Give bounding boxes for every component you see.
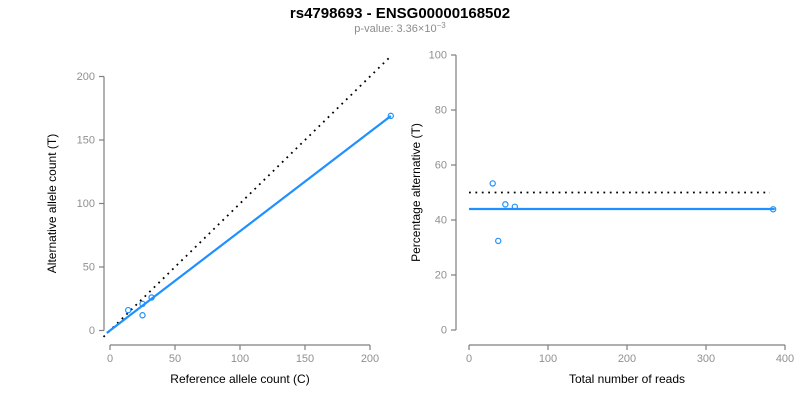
x-tick-label: 150 bbox=[296, 353, 314, 365]
data-point bbox=[387, 112, 394, 120]
data-point bbox=[769, 206, 777, 213]
y-tick-label: 60 bbox=[435, 160, 447, 172]
y-tick-label: 150 bbox=[77, 135, 95, 147]
x-tick-label: 0 bbox=[466, 353, 472, 365]
y-axis-title-left: Alternative allele count (T) bbox=[45, 134, 59, 273]
y-tick-label: 50 bbox=[83, 262, 95, 274]
y-tick-label: 20 bbox=[435, 270, 447, 282]
x-tick-label: 50 bbox=[169, 353, 181, 365]
x-tick-label: 0 bbox=[107, 353, 113, 365]
y-tick-label: 0 bbox=[89, 325, 95, 337]
y-tick-label: 0 bbox=[441, 325, 447, 337]
data-point bbox=[502, 201, 509, 208]
x-tick-label: 300 bbox=[697, 353, 715, 365]
y-tick-label: 40 bbox=[435, 215, 447, 227]
data-point bbox=[124, 306, 132, 314]
left-panel-marks: 0 50 100 150 200 0 50 100 150 200 bbox=[77, 56, 394, 365]
x-axis-title-right: Total number of reads bbox=[569, 372, 685, 386]
data-point bbox=[511, 203, 519, 210]
plot-title: rs4798693 - ENSG00000168502 bbox=[290, 5, 510, 22]
y-tick-label: 80 bbox=[435, 105, 447, 117]
data-point bbox=[139, 312, 146, 319]
y-axis-title-right: Percentage alternative (T) bbox=[409, 123, 423, 262]
x-tick-label: 100 bbox=[231, 353, 249, 365]
x-tick-label: 200 bbox=[361, 353, 379, 365]
plot-subtitle-exponent: −3 bbox=[437, 21, 447, 30]
fit-line bbox=[106, 115, 392, 334]
data-point bbox=[139, 300, 146, 308]
right-scatter-panel: 0 20 40 60 80 100 0 100 200 300 400 Total number o… bbox=[409, 50, 794, 387]
x-tick-label: 100 bbox=[539, 353, 557, 365]
plot-subtitle: p-value: 3.36×10−3 bbox=[354, 21, 446, 35]
x-tick-label: 400 bbox=[776, 353, 794, 365]
data-point bbox=[489, 180, 496, 187]
data-point bbox=[495, 237, 502, 245]
x-axis-title-left: Reference allele count (C) bbox=[170, 372, 309, 386]
identity-line bbox=[102, 56, 391, 338]
right-panel-marks: 0 20 40 60 80 100 0 100 200 300 400 bbox=[429, 50, 795, 366]
x-tick-label: 200 bbox=[618, 353, 636, 365]
left-scatter-panel: 0 50 100 150 200 0 50 100 150 200 Reference allel… bbox=[45, 56, 394, 386]
plot-subtitle-base: p-value: 3.36×10 bbox=[354, 23, 436, 35]
y-tick-label: 100 bbox=[77, 198, 95, 210]
data-point bbox=[148, 294, 155, 301]
y-tick-label: 100 bbox=[429, 50, 447, 62]
y-tick-label: 200 bbox=[77, 71, 95, 83]
